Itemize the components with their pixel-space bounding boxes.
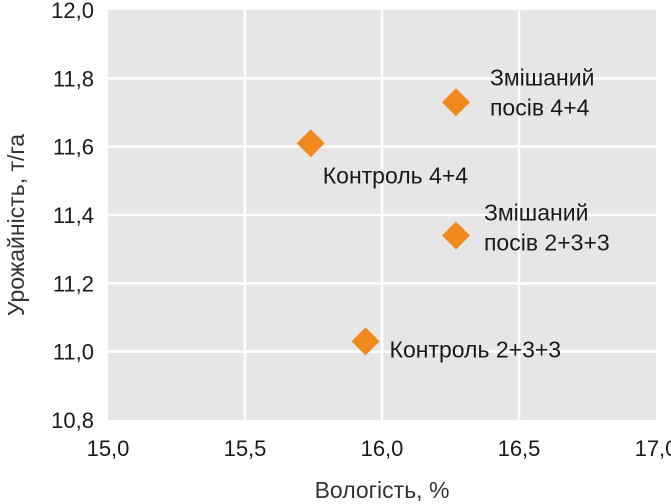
data-point-marker	[351, 327, 380, 356]
data-point-label: Змішаний	[490, 64, 594, 90]
data-point-label: Контроль 2+3+3	[390, 336, 562, 362]
y-tick-label: 12,0	[51, 0, 94, 23]
x-tick-label: 15,5	[224, 436, 267, 461]
x-tick-label: 16,0	[361, 436, 404, 461]
x-tick-label: 16,5	[498, 436, 541, 461]
y-tick-label: 11,0	[53, 340, 94, 365]
grid-lines	[108, 10, 656, 420]
x-axis-ticks: 15,0 15,5 16,0 16,5 17,0	[87, 436, 671, 461]
y-tick-label: 11,4	[53, 203, 94, 228]
data-point-marker	[441, 221, 470, 250]
y-tick-label: 11,2	[53, 271, 94, 296]
data-point-label: Контроль 4+4	[323, 162, 469, 188]
y-axis-ticks: 10,8 11,0 11,2 11,4 11,6 11,8 12,0	[51, 0, 94, 433]
data-point-label: Змішаний	[484, 200, 588, 226]
x-tick-label: 17,0	[635, 436, 671, 461]
y-axis-label: Урожайність, т/га	[3, 134, 29, 316]
data-points: Змішаний посів 4+4 Контроль 4+4 Змішаний пос…	[296, 64, 610, 362]
x-axis-label: Вологість, %	[315, 477, 450, 503]
y-tick-label: 10,8	[51, 408, 94, 433]
data-point-label: посів 2+3+3	[484, 230, 610, 256]
data-point-marker	[441, 88, 470, 117]
y-tick-label: 11,8	[53, 66, 94, 91]
x-tick-label: 15,0	[87, 436, 130, 461]
y-tick-label: 11,6	[53, 135, 94, 160]
data-point-marker	[296, 129, 325, 158]
data-point-label: посів 4+4	[490, 94, 590, 120]
